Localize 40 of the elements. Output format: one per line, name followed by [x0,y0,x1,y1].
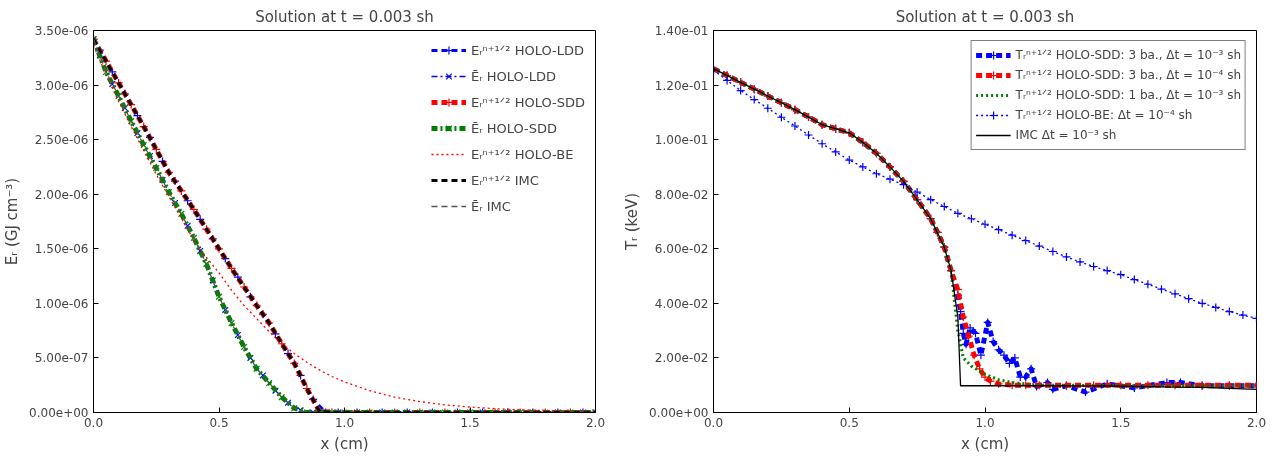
y-tick-label: 2.00e-02 [654,351,709,366]
y-tick-label: 2.50e-06 [34,133,89,148]
y-tick-label: 3.00e-06 [34,78,89,93]
legend-label: Ēᵣ IMC [470,198,511,214]
y-tick-label: 6.00e-02 [654,242,709,257]
y-axis-title: Tᵣ (keV) [623,192,642,252]
legend-label: Ēᵣ HOLO-SDD [470,120,558,136]
y-tick-label: 3.50e-06 [34,24,89,38]
x-axis-title: x (cm) [320,434,369,453]
x-tick-label: 1.5 [460,415,480,430]
legend-label: Tᵣⁿ⁺¹ᐟ² HOLO-SDD: 3 ba., Δt = 10⁻⁴ sh [1015,68,1241,82]
y-tick-label: 1.00e-01 [654,133,709,148]
legend-label: Ēᵣ HOLO-LDD [470,68,557,84]
y-axis-title: Eᵣ (GJ cm⁻³) [3,177,22,266]
y-tick-label: 1.50e-06 [34,242,89,257]
legend-label: Eᵣⁿ⁺¹ᐟ² HOLO-SDD [470,94,585,110]
y-tick-label: 8.00e-02 [654,187,709,202]
legend-label: Tᵣⁿ⁺¹ᐟ² HOLO-SDD: 3 ba., Δt = 10⁻³ sh [1015,48,1241,62]
y-tick-label: 1.00e-06 [34,296,89,311]
legend-label: IMC Δt = 10⁻³ sh [1015,128,1117,142]
x-tick-label: 0.5 [839,415,859,430]
y-tick-label: 4.00e-02 [654,296,709,311]
y-tick-label: 5.00e-07 [34,351,89,366]
y-tick-label: 1.20e-01 [654,78,709,93]
legend-label: Eᵣⁿ⁺¹ᐟ² HOLO-LDD [470,42,584,58]
x-tick-label: 1.0 [334,415,355,430]
legend-label: Eᵣⁿ⁺¹ᐟ² IMC [470,172,539,188]
legend-label: Tᵣⁿ⁺¹ᐟ² HOLO-SDD: 1 ba., Δt = 10⁻³ sh [1015,88,1241,102]
legend-label: Tᵣⁿ⁺¹ᐟ² HOLO-BE: Δt = 10⁻⁴ sh [1015,108,1193,122]
y-tick-label: 2.00e-06 [34,187,89,202]
legend-label: Eᵣⁿ⁺¹ᐟ² HOLO-BE [470,146,574,162]
x-tick-label: 2.0 [585,415,606,430]
x-tick-label: 1.5 [1111,415,1131,430]
x-axis-title: x (cm) [960,434,1010,453]
y-tick-label: 1.40e-01 [654,24,709,38]
x-tick-label: 2.0 [1246,415,1267,430]
chart-title: Solution at t = 0.003 sh [255,7,434,26]
x-tick-label: 1.0 [975,415,995,430]
chart-title: Solution at t = 0.003 sh [895,7,1075,26]
x-tick-label: 0.5 [209,415,229,430]
